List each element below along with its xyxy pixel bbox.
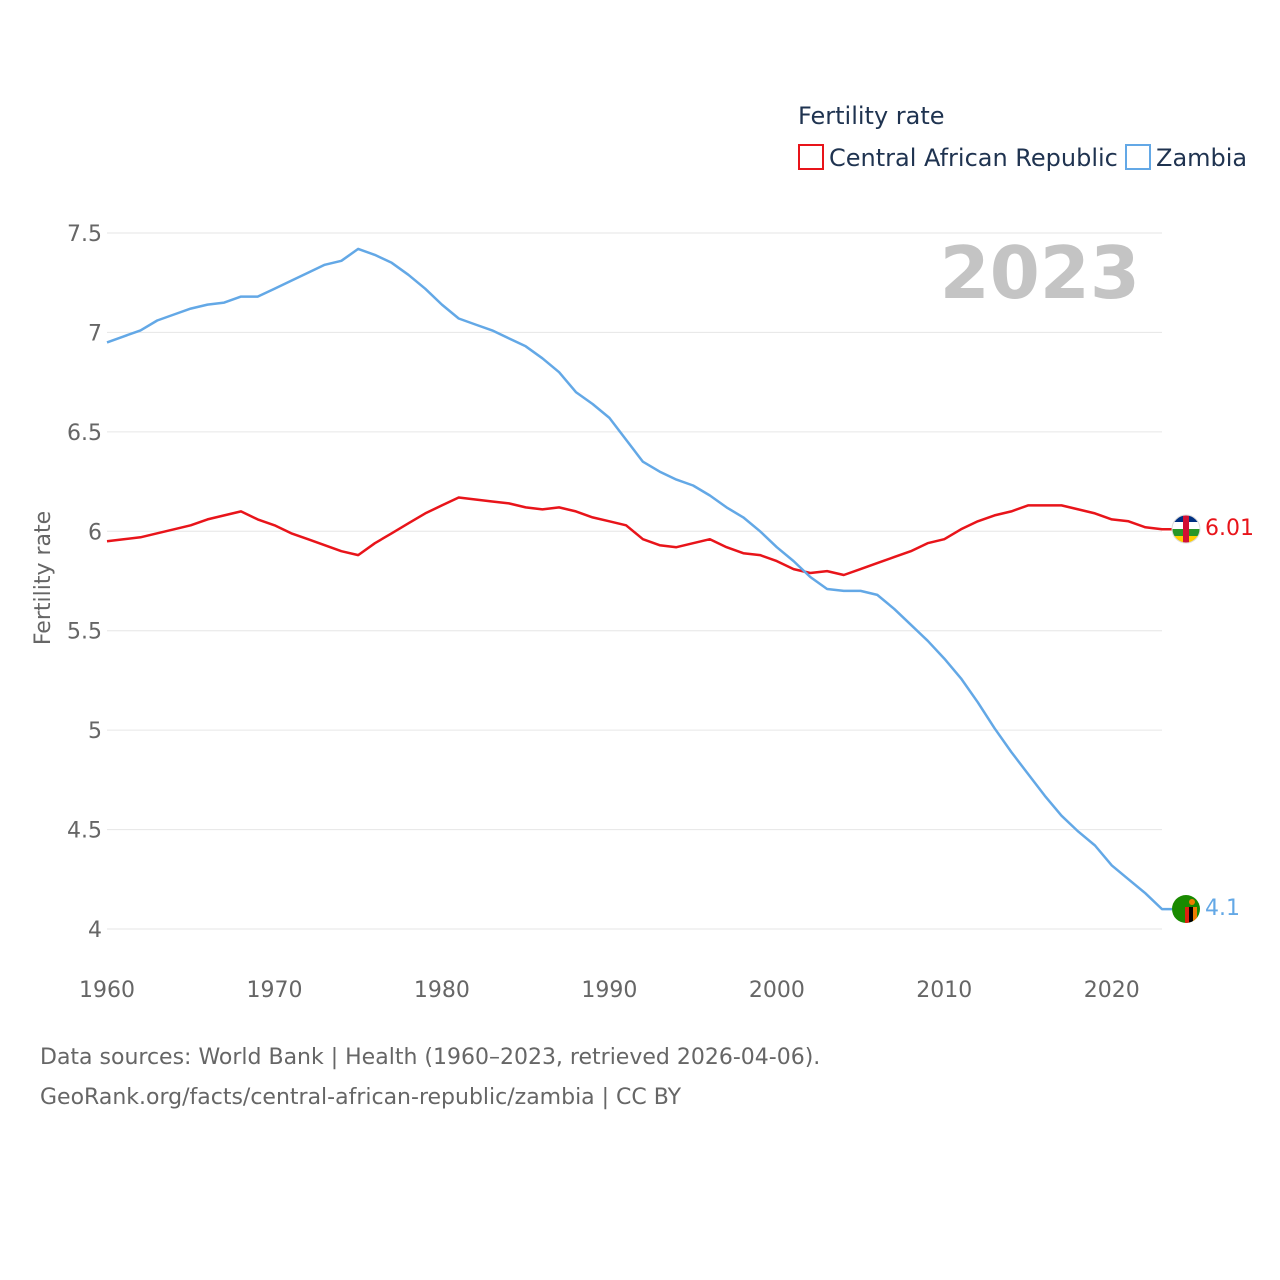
legend-item-zambia[interactable]: Zambia [1125, 144, 1247, 172]
x-tick-label: 2000 [749, 978, 805, 1003]
legend-label-zambia: Zambia [1156, 144, 1247, 172]
zambia-flag-icon [1172, 895, 1200, 923]
central-african-republic-flag-border [1171, 514, 1201, 544]
legend-title: Fertility rate [798, 102, 945, 130]
y-tick-label: 4 [88, 918, 102, 943]
grid-lines [107, 232, 1162, 930]
current-year-label: 2023 [940, 231, 1140, 315]
legend: Fertility rate Central African Republic … [798, 102, 1247, 172]
x-axis-ticks: 1960 1970 1980 1990 2000 2010 2020 [79, 978, 1140, 1003]
y-tick-label: 7.5 [67, 222, 102, 247]
end-value-central-african-republic: 6.01 [1205, 516, 1254, 541]
x-tick-label: 1960 [79, 978, 135, 1003]
y-axis-title: Fertility rate [31, 511, 56, 645]
y-axis-ticks: 4 4.5 5 5.5 6 6.5 7 7.5 [67, 222, 102, 943]
footer-attribution[interactable]: GeoRank.org/facts/central-african-republ… [40, 1085, 682, 1110]
x-tick-label: 1970 [246, 978, 302, 1003]
x-tick-label: 2020 [1084, 978, 1140, 1003]
y-tick-label: 7 [88, 321, 102, 346]
footer-sources: Data sources: World Bank | Health (1960–… [40, 1045, 821, 1070]
legend-swatch-zambia [1125, 144, 1151, 170]
y-tick-label: 6.5 [67, 421, 102, 446]
legend-swatch-central-african-republic [798, 144, 824, 170]
series-line-central-african-republic[interactable] [106, 496, 1172, 577]
legend-label-central-african-republic: Central African Republic [829, 144, 1118, 172]
y-tick-label: 5 [88, 719, 102, 744]
x-tick-label: 2010 [916, 978, 972, 1003]
y-tick-label: 6 [88, 520, 102, 545]
y-tick-label: 4.5 [67, 819, 102, 844]
x-tick-label: 1980 [414, 978, 470, 1003]
x-tick-label: 1990 [581, 978, 637, 1003]
series-lines [106, 247, 1172, 911]
end-value-zambia: 4.1 [1205, 896, 1240, 921]
central-african-republic-flag-icon [1172, 515, 1200, 543]
y-tick-label: 5.5 [67, 620, 102, 645]
legend-item-central-african-republic[interactable]: Central African Republic [798, 144, 1118, 172]
series-line-zambia[interactable] [106, 247, 1172, 911]
